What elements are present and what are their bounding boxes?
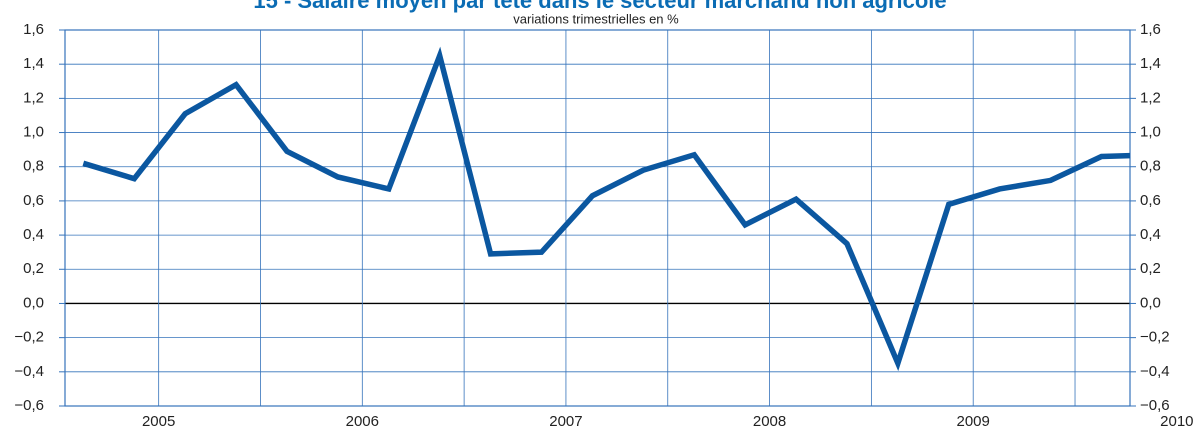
y-tick-label: −0,4 [14,363,44,380]
y2-tick-label: 0,0 [1140,294,1161,311]
y2-tick-label: −0,6 [1140,397,1170,414]
x-tick-label: 2005 [142,413,175,430]
y-tick-label: 1,2 [23,89,44,106]
y2-tick-label: −0,4 [1140,363,1170,380]
data-line [82,46,1131,372]
y2-tick-label: 0,8 [1140,158,1161,175]
y-tick-label: 1,4 [23,55,44,72]
y2-tick-label: 1,4 [1140,55,1161,72]
x-tick-label: 2010 [1160,413,1193,430]
y-tick-label: 0,2 [23,260,44,277]
y2-tick-label: 0,2 [1140,260,1161,277]
y-tick-label: −0,2 [14,329,44,346]
x-tick-label: 2007 [549,413,582,430]
y-tick-label: 0,8 [23,158,44,175]
y2-tick-label: 1,2 [1140,89,1161,106]
y2-tick-label: 1,0 [1140,124,1161,141]
chart-subtitle: variations trimestrielles en % [513,11,679,26]
y-tick-label: 0,6 [23,192,44,209]
y-tick-label: 1,6 [23,21,44,38]
y-tick-label: −0,6 [14,397,44,414]
y2-tick-label: 0,6 [1140,192,1161,209]
y-tick-label: 1,0 [23,124,44,141]
y2-tick-label: 1,6 [1140,21,1161,38]
y-tick-label: 0,0 [23,294,44,311]
y2-tick-label: −0,2 [1140,329,1170,346]
y-tick-label: 0,4 [23,226,44,243]
plot-frame [64,29,1131,407]
x-tick-label: 2006 [346,413,379,430]
chart-title: 15 - Salaire moyen par tête dans le sect… [253,0,946,13]
y2-tick-label: 0,4 [1140,226,1161,243]
x-tick-label: 2008 [753,413,786,430]
x-tick-label: 2009 [957,413,990,430]
